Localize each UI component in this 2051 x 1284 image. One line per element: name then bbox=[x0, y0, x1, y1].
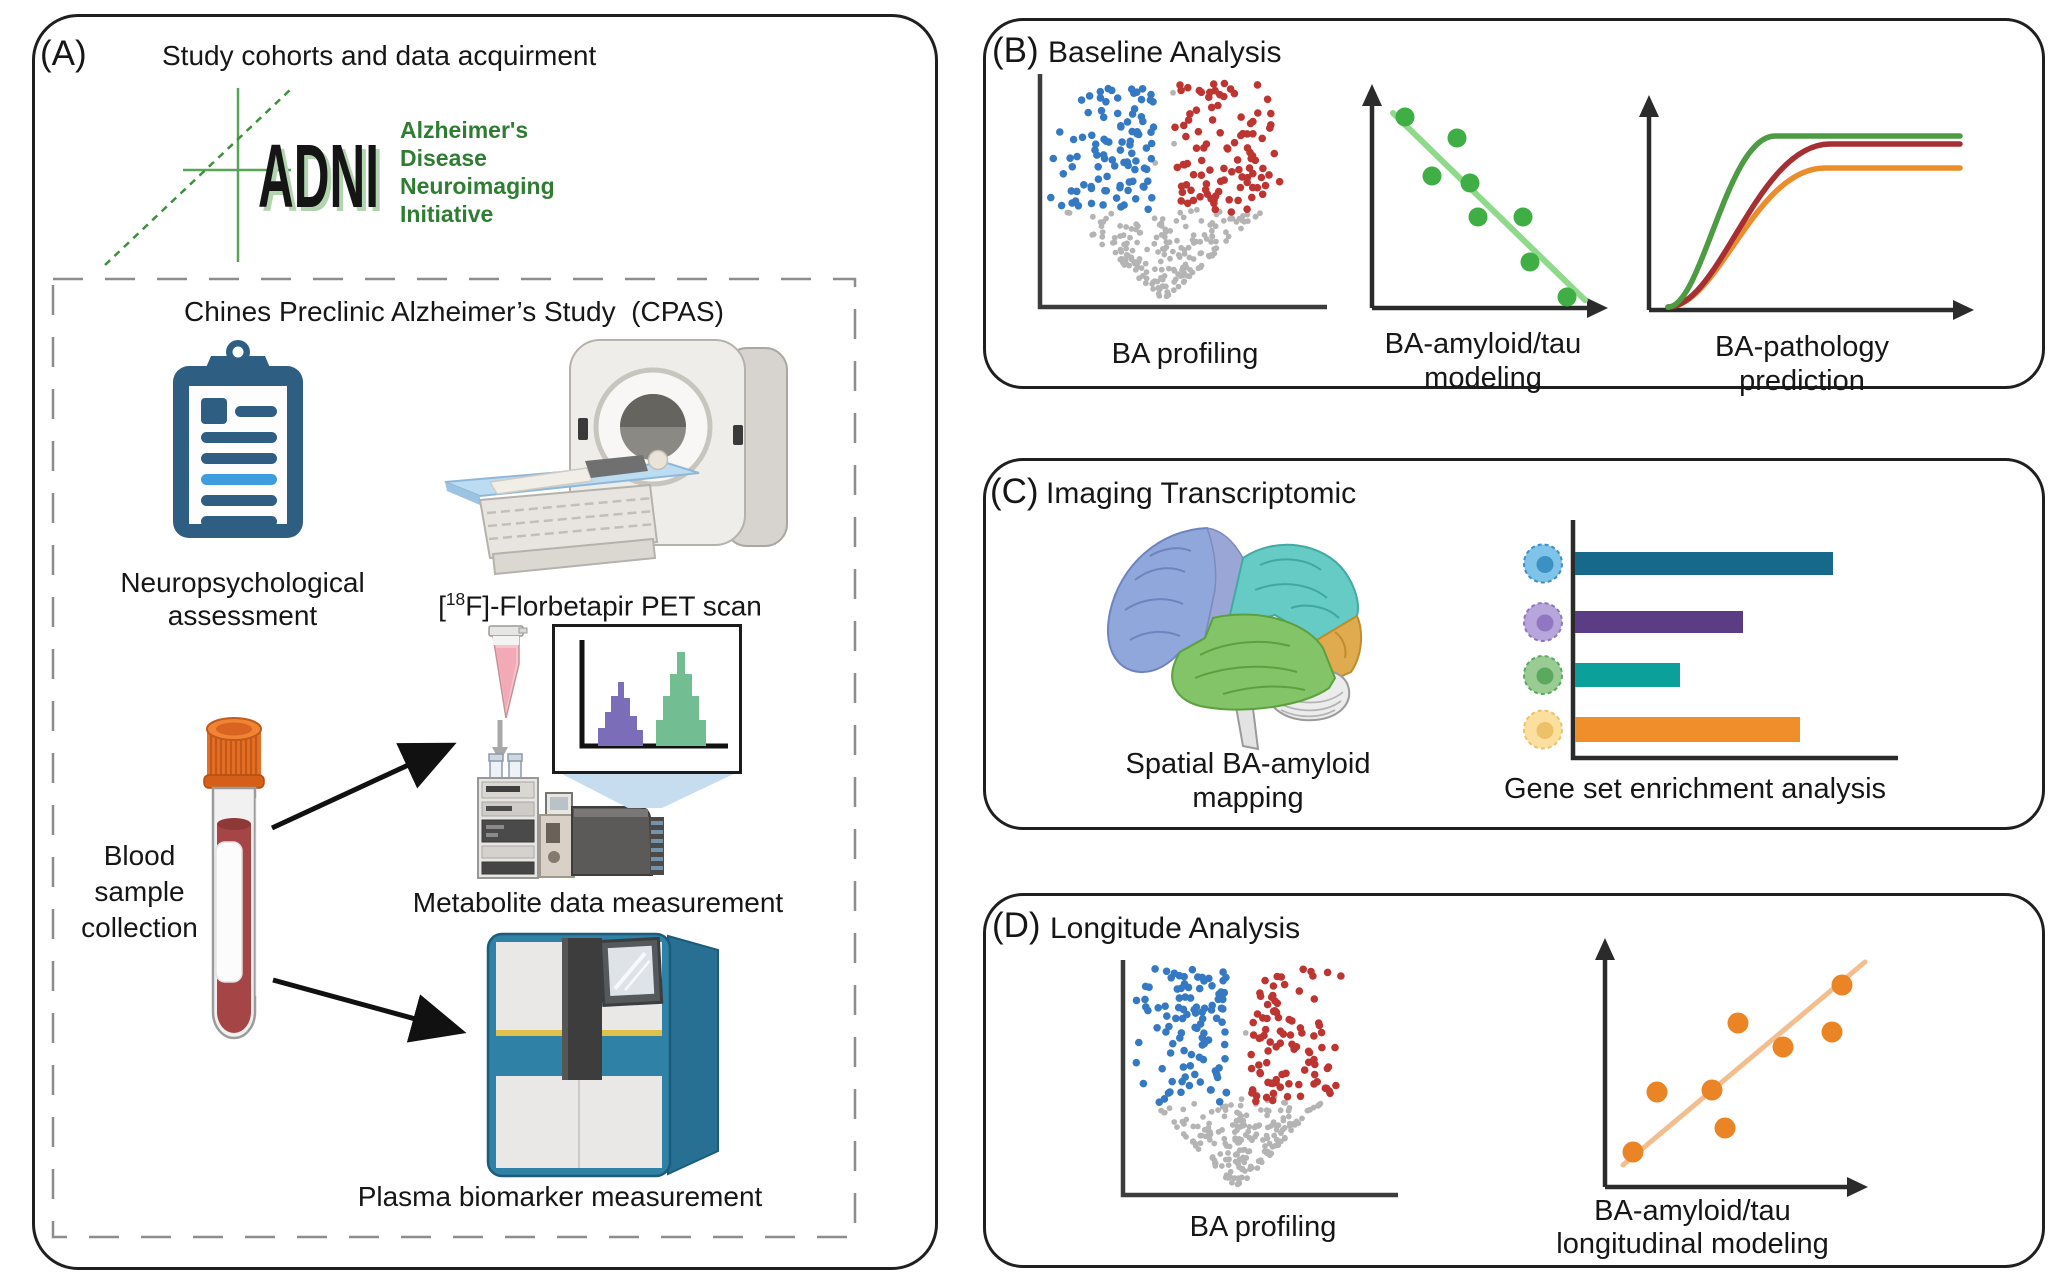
amyloid-tau-scatter bbox=[1362, 84, 1608, 318]
gsea-bar-chart bbox=[1523, 520, 1898, 761]
gsea-caption: Gene set enrichment analysis bbox=[1503, 773, 1887, 805]
volcano-baseline-caption: BA profiling bbox=[1111, 338, 1259, 370]
plasma-label: Plasma biomarker measurement bbox=[357, 1181, 763, 1212]
adni-tagline-line4: Initiative bbox=[400, 201, 493, 227]
sample-tube-icon bbox=[488, 625, 528, 719]
blood-label-line1: Blood bbox=[103, 840, 176, 871]
volcano-axes bbox=[1037, 74, 1327, 310]
pathology-prediction-caption: BA-pathology prediction bbox=[1714, 331, 1890, 397]
pathology-prediction-curves bbox=[1639, 95, 1974, 320]
longitudinal-caption: BA-amyloid/tau longitudinal modeling bbox=[1556, 1195, 1829, 1260]
neuropsych-label: Neuropsychological assessment bbox=[70, 566, 415, 632]
panel-b-title: Baseline Analysis bbox=[1048, 36, 1282, 69]
metabolite-label: Metabolite data measurement bbox=[412, 887, 784, 918]
mass-spectrometer-icon bbox=[539, 792, 664, 878]
brain-temporal-lobe bbox=[1171, 613, 1337, 711]
panel-a-frame bbox=[32, 14, 938, 1270]
neuropsych-label-line1: Neuropsychological bbox=[120, 567, 365, 598]
adni-tagline-line1: Alzheimer's bbox=[400, 117, 528, 143]
volcano-longitudinal-caption: BA profiling bbox=[1189, 1211, 1337, 1243]
clipboard-icon bbox=[173, 340, 303, 538]
volcano-axes bbox=[1120, 960, 1398, 1198]
panel-c-title: Imaging Transcriptomic bbox=[1046, 477, 1357, 510]
panel-c-letter: (C) bbox=[990, 472, 1039, 511]
panel-b-frame bbox=[983, 18, 2045, 389]
cpas-dashed-box bbox=[51, 277, 857, 1239]
adni-logo: ADNI ADNI Alzheimer's Disease Neuroimagi… bbox=[104, 88, 555, 266]
isotope-superscript: 18 bbox=[445, 589, 466, 609]
volcano-plot-baseline bbox=[1037, 74, 1327, 310]
adni-wordmark-shadow: ADNI bbox=[262, 131, 383, 231]
pet-label: [18F]-Florbetapir PET scan bbox=[438, 589, 762, 622]
amyloid-tau-caption: BA-amyloid/tau modeling bbox=[1384, 328, 1582, 394]
plasma-analyzer-icon bbox=[486, 932, 719, 1178]
vials-icon bbox=[488, 753, 523, 781]
hplc-icon bbox=[477, 777, 539, 879]
blood-label-line2: sample bbox=[94, 876, 185, 907]
brain-caption: Spatial BA-amyloid mapping bbox=[1125, 748, 1371, 814]
gsea-axes bbox=[1570, 520, 1898, 761]
adni-tagline-line3: Neuroimaging bbox=[400, 173, 555, 199]
panel-a-letter: (A) bbox=[40, 34, 87, 73]
blood-tube-icon bbox=[203, 717, 265, 1040]
neuropsych-label-line2: assessment bbox=[167, 600, 318, 631]
blood-label-line3: collection bbox=[81, 912, 198, 943]
volcano-plot-longitudinal bbox=[1120, 960, 1398, 1198]
panel-d-frame bbox=[983, 893, 2045, 1268]
panel-b-letter: (B) bbox=[992, 31, 1039, 70]
blood-label: Blood sample collection bbox=[62, 838, 217, 946]
histogram-callout-shape bbox=[556, 771, 740, 808]
adni-tagline-line2: Disease bbox=[400, 145, 487, 171]
cpas-title: Chines Preclinic Alzheimer’s Study (CPAS… bbox=[184, 296, 724, 327]
adni-logo-diagonal-line bbox=[104, 88, 292, 266]
pet-scanner-icon bbox=[444, 339, 788, 576]
panel-a-title: Study cohorts and data acquirment bbox=[162, 40, 597, 71]
adni-wordmark: ADNI bbox=[258, 127, 379, 227]
longitudinal-scatter bbox=[1595, 938, 1868, 1197]
brain-illustration bbox=[1107, 526, 1363, 751]
metabolite-histogram-icon bbox=[552, 624, 742, 774]
panel-d-letter: (D) bbox=[992, 906, 1041, 945]
panel-d-title: Longitude Analysis bbox=[1050, 912, 1301, 945]
